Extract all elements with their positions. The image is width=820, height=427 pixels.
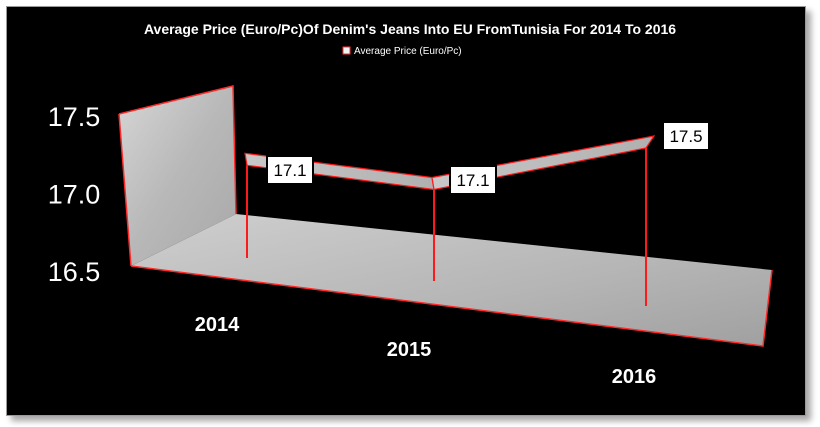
y-axis: 16.5 17.0 17.5 [48, 102, 101, 287]
back-wall [119, 86, 236, 266]
data-label: 17.1 [273, 161, 306, 180]
data-labels: 17.1 17.1 17.5 [266, 121, 710, 195]
chart-title: Average Price (Euro/Pc)Of Denim's Jeans … [144, 21, 676, 37]
drop-lines [246, 148, 647, 306]
back-wall-edge [118, 85, 237, 215]
y-tick-label: 16.5 [48, 257, 101, 287]
floor [131, 214, 772, 346]
x-tick-label: 2015 [387, 339, 432, 361]
legend-label: Average Price (Euro/Pc) [354, 46, 462, 57]
x-tick-label: 2014 [195, 314, 240, 336]
legend-swatch [342, 46, 351, 55]
data-label: 17.1 [456, 171, 489, 190]
data-label-box [266, 155, 314, 185]
floor-edge [130, 265, 773, 347]
x-axis: 2014 2015 2016 [195, 314, 657, 388]
x-tick-label: 2016 [612, 366, 657, 388]
data-label: 17.5 [669, 127, 702, 146]
data-label-box [662, 121, 710, 151]
y-tick-label: 17.5 [48, 102, 101, 132]
legend: Average Price (Euro/Pc) [342, 46, 462, 57]
back-wall-edge-left [118, 113, 132, 267]
y-tick-label: 17.0 [48, 180, 101, 210]
data-label-box [449, 165, 497, 195]
